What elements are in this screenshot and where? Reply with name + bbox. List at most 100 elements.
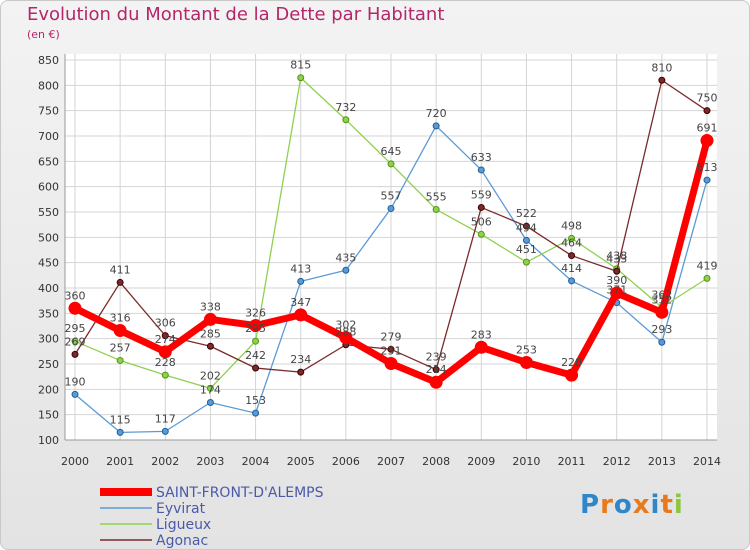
data-label: 117 bbox=[155, 412, 176, 425]
legend-label: Ligueux bbox=[156, 517, 211, 533]
data-label: 645 bbox=[381, 145, 402, 158]
y-tick-label: 550 bbox=[38, 206, 59, 219]
data-point bbox=[703, 107, 711, 115]
data-label: 371 bbox=[606, 284, 627, 297]
data-label: 153 bbox=[245, 394, 266, 407]
data-point bbox=[387, 160, 395, 168]
data-label: 239 bbox=[426, 351, 447, 364]
y-tick-label: 600 bbox=[38, 181, 59, 194]
x-tick-label: 2007 bbox=[377, 455, 405, 468]
data-point bbox=[522, 258, 530, 266]
data-point bbox=[249, 318, 263, 332]
data-label: 555 bbox=[426, 190, 447, 203]
data-point bbox=[703, 176, 711, 184]
data-label: 360 bbox=[65, 289, 86, 302]
data-point bbox=[477, 166, 485, 174]
data-label: 253 bbox=[516, 343, 537, 356]
data-label: 293 bbox=[651, 323, 672, 336]
data-point bbox=[432, 366, 440, 374]
data-label: 295 bbox=[245, 322, 266, 335]
x-tick-label: 2005 bbox=[287, 455, 315, 468]
data-label: 228 bbox=[561, 356, 582, 369]
data-label: 190 bbox=[65, 375, 86, 388]
data-point bbox=[429, 375, 443, 389]
x-tick-label: 2012 bbox=[603, 455, 631, 468]
data-point bbox=[432, 205, 440, 213]
y-tick-label: 200 bbox=[38, 383, 59, 396]
data-label: 438 bbox=[606, 250, 627, 263]
data-point bbox=[522, 222, 530, 230]
data-label: 750 bbox=[697, 92, 718, 105]
data-label: 174 bbox=[200, 384, 221, 397]
data-point bbox=[658, 76, 666, 84]
data-label: 274 bbox=[155, 333, 176, 346]
data-label: 288 bbox=[335, 326, 356, 339]
data-point bbox=[519, 355, 533, 369]
x-tick-label: 2006 bbox=[332, 455, 360, 468]
data-point bbox=[71, 337, 79, 345]
data-label: 338 bbox=[200, 300, 221, 313]
data-label: 494 bbox=[516, 221, 537, 234]
data-point bbox=[252, 364, 260, 372]
data-label: 326 bbox=[245, 306, 266, 319]
data-label: 498 bbox=[561, 219, 582, 232]
data-label: 279 bbox=[381, 330, 402, 343]
data-point bbox=[116, 278, 124, 286]
data-point bbox=[161, 371, 169, 379]
data-point bbox=[700, 134, 714, 148]
data-label: 347 bbox=[290, 296, 311, 309]
data-point bbox=[116, 428, 124, 436]
y-tick-label: 850 bbox=[38, 54, 59, 67]
data-label: 316 bbox=[110, 312, 131, 325]
data-label: 283 bbox=[471, 328, 492, 341]
data-point bbox=[206, 384, 214, 392]
data-point bbox=[297, 74, 305, 82]
data-point bbox=[68, 301, 82, 315]
x-tick-label: 2004 bbox=[242, 455, 270, 468]
data-label: 557 bbox=[381, 189, 402, 202]
x-tick-label: 2013 bbox=[648, 455, 676, 468]
data-point bbox=[565, 368, 579, 382]
data-point bbox=[203, 312, 217, 326]
x-tick-label: 2014 bbox=[693, 455, 721, 468]
data-point bbox=[71, 390, 79, 398]
chart-title: Evolution du Montant de la Dette par Hab… bbox=[27, 4, 445, 25]
data-label: 451 bbox=[516, 243, 537, 256]
data-label: 810 bbox=[651, 61, 672, 74]
data-label: 414 bbox=[561, 262, 582, 275]
data-label: 720 bbox=[426, 107, 447, 120]
data-label: 390 bbox=[606, 274, 627, 287]
data-label: 815 bbox=[290, 59, 311, 72]
data-label: 691 bbox=[697, 122, 718, 135]
data-point bbox=[206, 399, 214, 407]
legend-label: Agonac bbox=[156, 533, 208, 549]
data-point bbox=[297, 368, 305, 376]
data-point bbox=[610, 286, 624, 300]
data-point bbox=[432, 122, 440, 130]
x-tick-label: 2011 bbox=[558, 455, 586, 468]
data-label: 228 bbox=[155, 356, 176, 369]
data-label: 522 bbox=[516, 207, 537, 220]
legend-label: Eyvirat bbox=[156, 501, 206, 517]
data-label: 269 bbox=[65, 335, 86, 348]
x-tick-label: 2003 bbox=[196, 455, 224, 468]
x-tick-label: 2009 bbox=[467, 455, 495, 468]
data-label: 202 bbox=[200, 369, 221, 382]
data-label: 464 bbox=[561, 237, 582, 250]
data-point bbox=[387, 345, 395, 353]
axes: 100 150 200 250 300 350 400 450 500 550 600 650 700 7… bbox=[38, 54, 721, 468]
x-tick-label: 2002 bbox=[151, 455, 179, 468]
data-label: 242 bbox=[245, 349, 266, 362]
data-point bbox=[477, 230, 485, 238]
data-point bbox=[342, 266, 350, 274]
x-tick-label: 2000 bbox=[61, 455, 89, 468]
data-point bbox=[158, 345, 172, 359]
data-label: 352 bbox=[651, 293, 672, 306]
data-label: 306 bbox=[155, 317, 176, 330]
data-label: 362 bbox=[651, 288, 672, 301]
data-label: 559 bbox=[471, 188, 492, 201]
data-point bbox=[658, 338, 666, 346]
data-point bbox=[116, 356, 124, 364]
data-point bbox=[474, 340, 488, 354]
data-point bbox=[655, 305, 669, 319]
